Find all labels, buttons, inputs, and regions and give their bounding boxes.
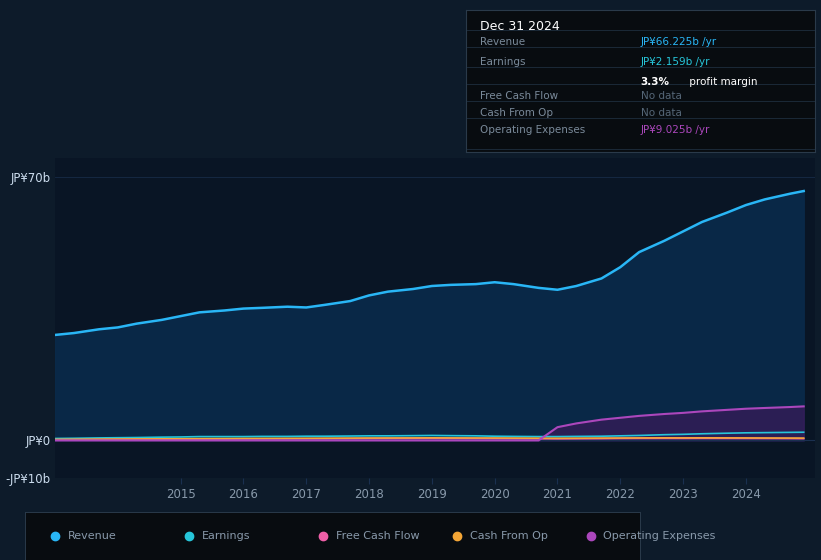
Text: Cash From Op: Cash From Op <box>470 531 548 541</box>
Text: Earnings: Earnings <box>480 57 525 67</box>
Text: Free Cash Flow: Free Cash Flow <box>480 91 558 101</box>
Text: Revenue: Revenue <box>68 531 117 541</box>
Text: Dec 31 2024: Dec 31 2024 <box>480 20 560 33</box>
Text: Free Cash Flow: Free Cash Flow <box>336 531 420 541</box>
Text: Operating Expenses: Operating Expenses <box>480 125 585 135</box>
Text: No data: No data <box>640 91 681 101</box>
Text: 3.3%: 3.3% <box>640 77 669 87</box>
Text: Earnings: Earnings <box>202 531 250 541</box>
Text: Operating Expenses: Operating Expenses <box>603 531 716 541</box>
Text: JP¥2.159b /yr: JP¥2.159b /yr <box>640 57 710 67</box>
Text: JP¥66.225b /yr: JP¥66.225b /yr <box>640 37 717 47</box>
Text: Revenue: Revenue <box>480 37 525 47</box>
Text: JP¥9.025b /yr: JP¥9.025b /yr <box>640 125 710 135</box>
Text: profit margin: profit margin <box>686 77 757 87</box>
Text: No data: No data <box>640 108 681 118</box>
Text: Cash From Op: Cash From Op <box>480 108 553 118</box>
